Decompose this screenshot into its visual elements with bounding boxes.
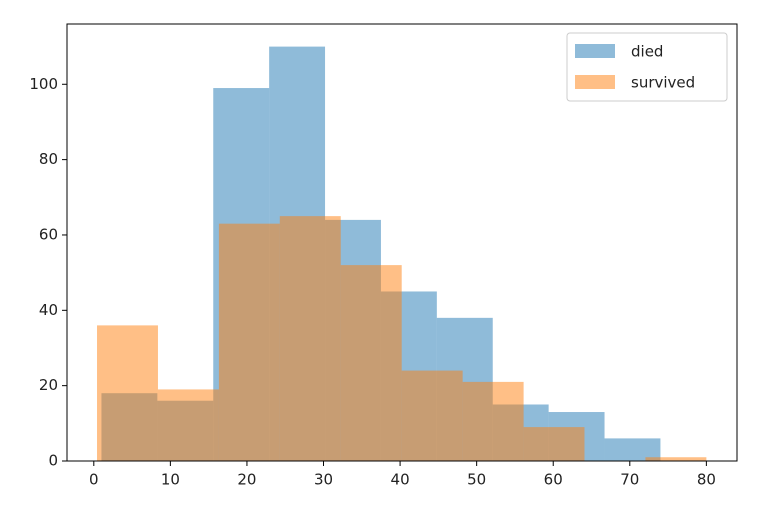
bar	[401, 370, 463, 461]
x-tick-label: 80	[697, 471, 716, 489]
bar	[279, 216, 341, 461]
axes-frame	[66, 23, 738, 462]
bar	[645, 457, 707, 461]
x-tick-label: 40	[391, 471, 410, 489]
y-tick-label: 20	[39, 376, 58, 394]
bar	[340, 265, 402, 461]
y-tick-label: 60	[39, 225, 58, 243]
bar	[604, 438, 661, 461]
x-tick-label: 70	[620, 471, 639, 489]
x-tick-label: 10	[161, 471, 180, 489]
legend-label: died	[631, 43, 663, 61]
bar	[523, 427, 585, 461]
bar	[157, 389, 219, 461]
y-tick-label: 100	[29, 75, 58, 93]
bar	[462, 381, 524, 461]
legend-swatch	[575, 44, 615, 58]
bar	[218, 223, 280, 461]
y-tick-label: 80	[39, 150, 58, 168]
y-tick-label: 0	[48, 452, 58, 470]
x-tick-label: 50	[467, 471, 486, 489]
x-tick-label: 60	[544, 471, 563, 489]
legend-label: survived	[631, 74, 695, 92]
y-tick-label: 40	[39, 301, 58, 319]
x-tick-label: 30	[314, 471, 333, 489]
x-tick-label: 0	[89, 471, 99, 489]
legend-swatch	[575, 75, 615, 89]
bar	[97, 325, 158, 461]
legend: died survived	[566, 32, 728, 102]
x-tick-label: 20	[237, 471, 256, 489]
